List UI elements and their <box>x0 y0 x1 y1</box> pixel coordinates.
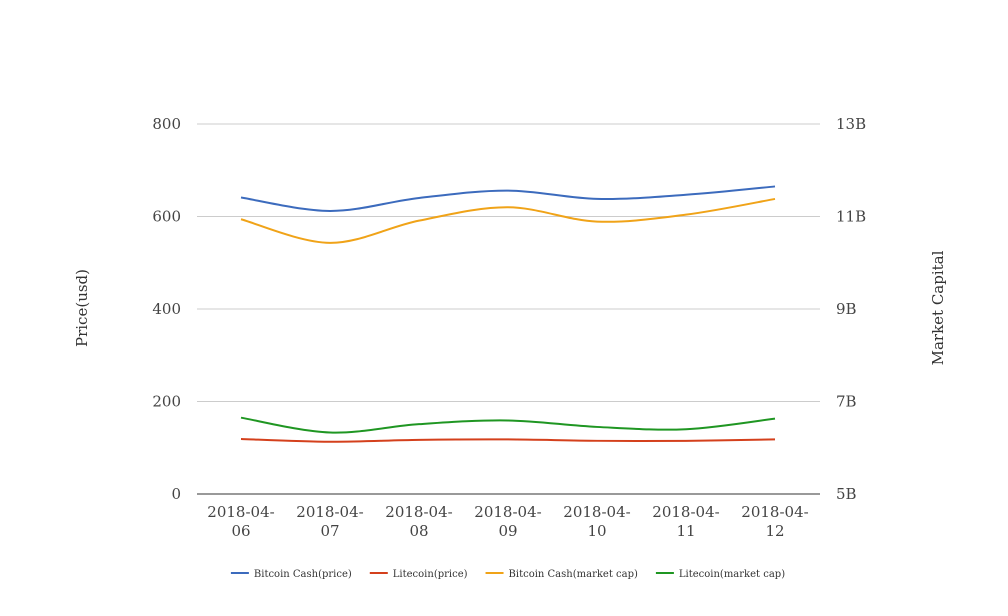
right-y-tick-label: 13B <box>836 115 866 133</box>
right-y-axis-title: Market Capital <box>929 250 947 365</box>
series-line-bitcoin-cash-market-cap <box>240 197 776 244</box>
right-y-tick-label: 7B <box>836 393 857 411</box>
legend-item-litecoin-market-cap[interactable]: Litecoin(market cap) <box>655 569 785 580</box>
legend-label: Litecoin(market cap) <box>679 569 785 580</box>
left-y-tick-label: 200 <box>152 393 181 411</box>
gridlines <box>197 123 820 495</box>
legend-item-litecoin-price[interactable]: Litecoin(price) <box>369 569 468 580</box>
x-tick-label: 2018-04-11 <box>652 503 719 540</box>
x-tick-label: 2018-04-10 <box>563 503 630 540</box>
legend-item-bitcoin-cash-market-cap[interactable]: Bitcoin Cash(market cap) <box>485 569 638 580</box>
x-tick-label: 2018-04-09 <box>474 503 541 540</box>
x-tick-label: 2018-04-08 <box>385 503 452 540</box>
left-y-tick-label: 400 <box>152 300 181 318</box>
x-axis-ticks: 2018-04-06 2018-04-07 2018-04-08 2018-04-09… <box>207 503 808 540</box>
legend-label: Bitcoin Cash(market cap) <box>509 569 638 580</box>
x-tick-label: 2018-04-07 <box>296 503 363 540</box>
right-y-tick-label: 5B <box>836 485 857 503</box>
legend-item-bitcoin-cash-price[interactable]: Bitcoin Cash(price) <box>230 569 352 580</box>
right-y-axis-ticks: 5B 7B 9B 11B 13B <box>836 115 866 503</box>
series-lines <box>240 185 776 443</box>
right-y-tick-label: 11B <box>836 208 866 226</box>
series-line-litecoin-price <box>240 437 776 443</box>
legend-label: Bitcoin Cash(price) <box>254 569 352 580</box>
legend: Bitcoin Cash(price) Litecoin(price) Bitcoi… <box>230 569 785 580</box>
series-line-bitcoin-cash-price <box>240 185 776 212</box>
series-line-litecoin-market-cap <box>240 416 776 434</box>
left-y-tick-label: 600 <box>152 208 181 226</box>
left-y-axis-title: Price(usd) <box>73 269 91 347</box>
left-y-axis-ticks: 0 200 400 600 800 <box>152 115 181 503</box>
x-tick-label: 2018-04-12 <box>741 503 808 540</box>
right-y-tick-label: 9B <box>836 300 857 318</box>
left-y-tick-label: 0 <box>171 485 181 503</box>
x-tick-label: 2018-04-06 <box>207 503 274 540</box>
left-y-tick-label: 800 <box>152 115 181 133</box>
legend-label: Litecoin(price) <box>393 569 468 580</box>
